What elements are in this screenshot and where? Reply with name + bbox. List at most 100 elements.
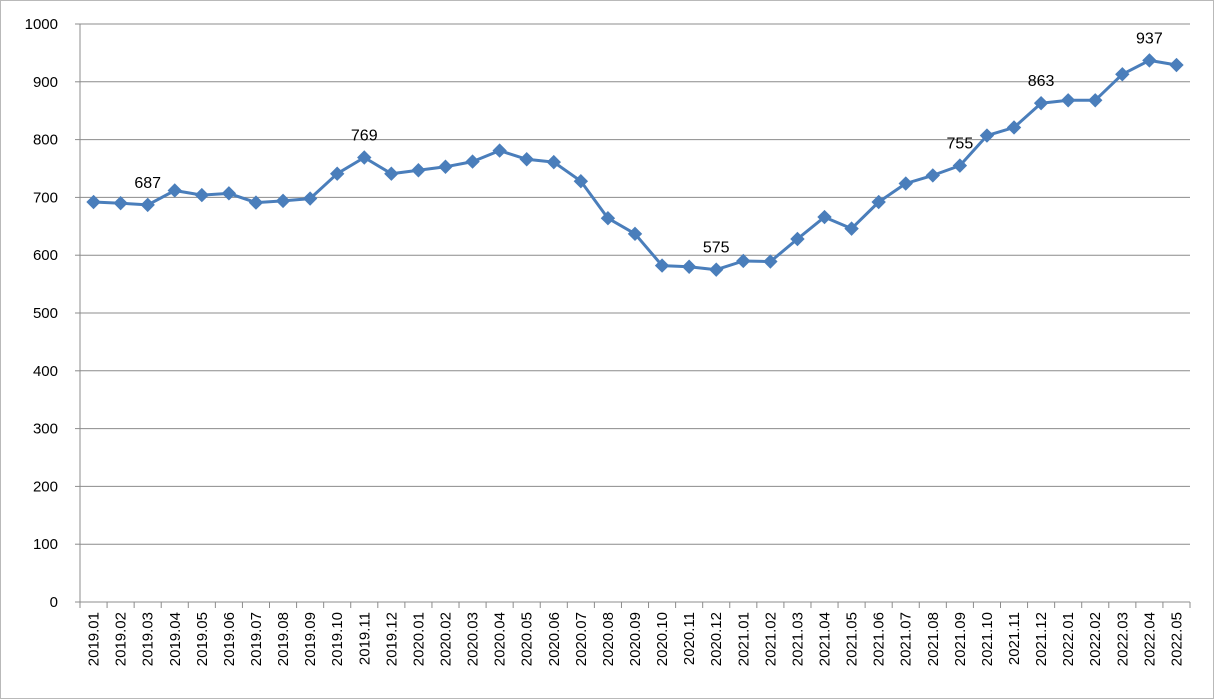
- data-point-marker: [1033, 95, 1049, 111]
- x-tick-label: 2020.07: [573, 612, 590, 666]
- data-point-marker: [1088, 93, 1103, 108]
- x-tick-label: 2020.02: [437, 612, 454, 666]
- x-tick-label: 2022.05: [1168, 612, 1185, 666]
- x-tick-label: 2020.01: [410, 612, 427, 666]
- x-tick-label: 2019.04: [167, 612, 184, 666]
- x-tick-label: 2020.08: [600, 612, 617, 666]
- data-point-marker: [465, 154, 480, 169]
- y-tick-label: 600: [33, 247, 58, 264]
- x-tick-label: 2022.03: [1114, 612, 1131, 666]
- x-tick-label: 2021.12: [1033, 612, 1050, 666]
- x-tick-label: 2021.06: [871, 612, 888, 666]
- x-tick-label: 2021.03: [789, 612, 806, 666]
- data-point-marker: [736, 253, 751, 269]
- x-axis-ticks: 2019.01 2019.02 2019.03 2019.04 2019.05 2019.…: [79, 602, 1191, 666]
- y-tick-label: 800: [33, 132, 58, 149]
- x-tick-label: 2021.08: [925, 612, 942, 666]
- data-label: 755: [947, 136, 974, 153]
- x-tick-label: 2019.08: [275, 612, 292, 666]
- data-point-marker: [871, 194, 886, 210]
- data-point-marker: [1060, 93, 1076, 108]
- y-tick-label: 500: [33, 305, 58, 322]
- x-tick-label: 2019.02: [113, 612, 130, 666]
- data-point-marker: [411, 163, 426, 178]
- x-tick-label: 2021.01: [735, 612, 752, 666]
- data-point-marker: [654, 258, 670, 273]
- data-point-marker: [275, 193, 291, 209]
- x-tick-label: 2020.10: [654, 612, 671, 666]
- data-point-marker: [979, 128, 995, 143]
- data-point-marker: [519, 152, 534, 167]
- data-label: 769: [351, 128, 378, 145]
- x-tick-label: 2019.03: [140, 612, 157, 666]
- data-point-marker: [86, 194, 101, 210]
- x-tick-label: 2021.09: [952, 612, 969, 666]
- data-point-marker: [113, 195, 128, 211]
- data-point-marker: [627, 226, 643, 242]
- data-point-marker: [302, 191, 318, 206]
- gridlines: [79, 23, 1190, 603]
- y-tick-label: 700: [33, 189, 58, 206]
- y-tick-label: 100: [33, 536, 58, 553]
- data-point-marker: [763, 254, 778, 269]
- x-tick-label: 2021.04: [817, 612, 834, 666]
- data-point-marker: [1142, 53, 1157, 68]
- x-tick-label: 2022.01: [1060, 612, 1077, 666]
- x-tick-label: 2022.04: [1141, 612, 1158, 666]
- x-tick-label: 2019.11: [356, 612, 373, 665]
- x-tick-label: 2020.03: [465, 612, 482, 666]
- data-label: 863: [1028, 73, 1055, 90]
- data-point-marker: [492, 143, 507, 158]
- x-tick-label: 2021.11: [1006, 612, 1023, 665]
- x-tick-label: 2019.07: [248, 612, 265, 666]
- data-point-marker: [1115, 67, 1130, 82]
- x-tick-label: 2022.02: [1087, 612, 1104, 666]
- data-point-marker: [140, 197, 155, 213]
- x-tick-label: 2021.02: [762, 612, 779, 666]
- data-point-marker: [790, 231, 805, 247]
- data-point-marker: [546, 154, 561, 170]
- x-tick-label: 2020.12: [708, 612, 725, 666]
- data-point-marker: [221, 186, 237, 201]
- x-tick-label: 2019.05: [194, 612, 211, 666]
- data-label: 937: [1136, 30, 1163, 47]
- data-point-marker: [167, 183, 182, 198]
- data-point-marker: [357, 150, 372, 165]
- x-tick-label: 2021.05: [844, 612, 861, 666]
- data-point-marker: [600, 211, 616, 226]
- data-point-marker: [817, 209, 832, 225]
- data-label: 687: [134, 175, 161, 192]
- x-tick-label: 2020.06: [546, 612, 563, 666]
- x-tick-label: 2020.11: [681, 612, 698, 665]
- x-tick-label: 2021.07: [898, 612, 915, 666]
- data-point-marker: [952, 158, 968, 173]
- data-point-marker: [681, 259, 697, 274]
- data-point-marker: [573, 174, 589, 189]
- y-tick-label: 1000: [25, 16, 58, 33]
- y-axis-ticks: 0 100 200 300 400 500 600 700 800 900 1000: [25, 16, 80, 611]
- series-line: [86, 53, 1184, 277]
- data-point-marker: [194, 187, 210, 203]
- data-point-marker: [384, 166, 399, 181]
- data-point-marker: [329, 166, 345, 181]
- x-tick-label: 2020.05: [519, 612, 536, 666]
- y-tick-label: 900: [33, 74, 58, 91]
- x-tick-label: 2021.10: [979, 612, 996, 666]
- data-point-marker: [898, 176, 913, 191]
- data-point-marker: [1006, 120, 1022, 135]
- y-tick-label: 400: [33, 363, 58, 380]
- data-point-marker: [844, 221, 859, 236]
- x-tick-label: 2019.10: [329, 612, 346, 666]
- x-tick-label: 2019.12: [383, 612, 400, 666]
- y-tick-label: 200: [33, 478, 58, 495]
- x-tick-label: 2019.06: [221, 612, 238, 666]
- data-point-marker: [438, 159, 453, 174]
- data-label: 575: [703, 240, 730, 257]
- x-tick-label: 2019.09: [302, 612, 319, 666]
- data-point-marker: [709, 262, 724, 277]
- x-tick-label: 2020.04: [492, 612, 509, 666]
- x-tick-label: 2019.01: [86, 612, 103, 666]
- data-point-marker: [925, 168, 941, 183]
